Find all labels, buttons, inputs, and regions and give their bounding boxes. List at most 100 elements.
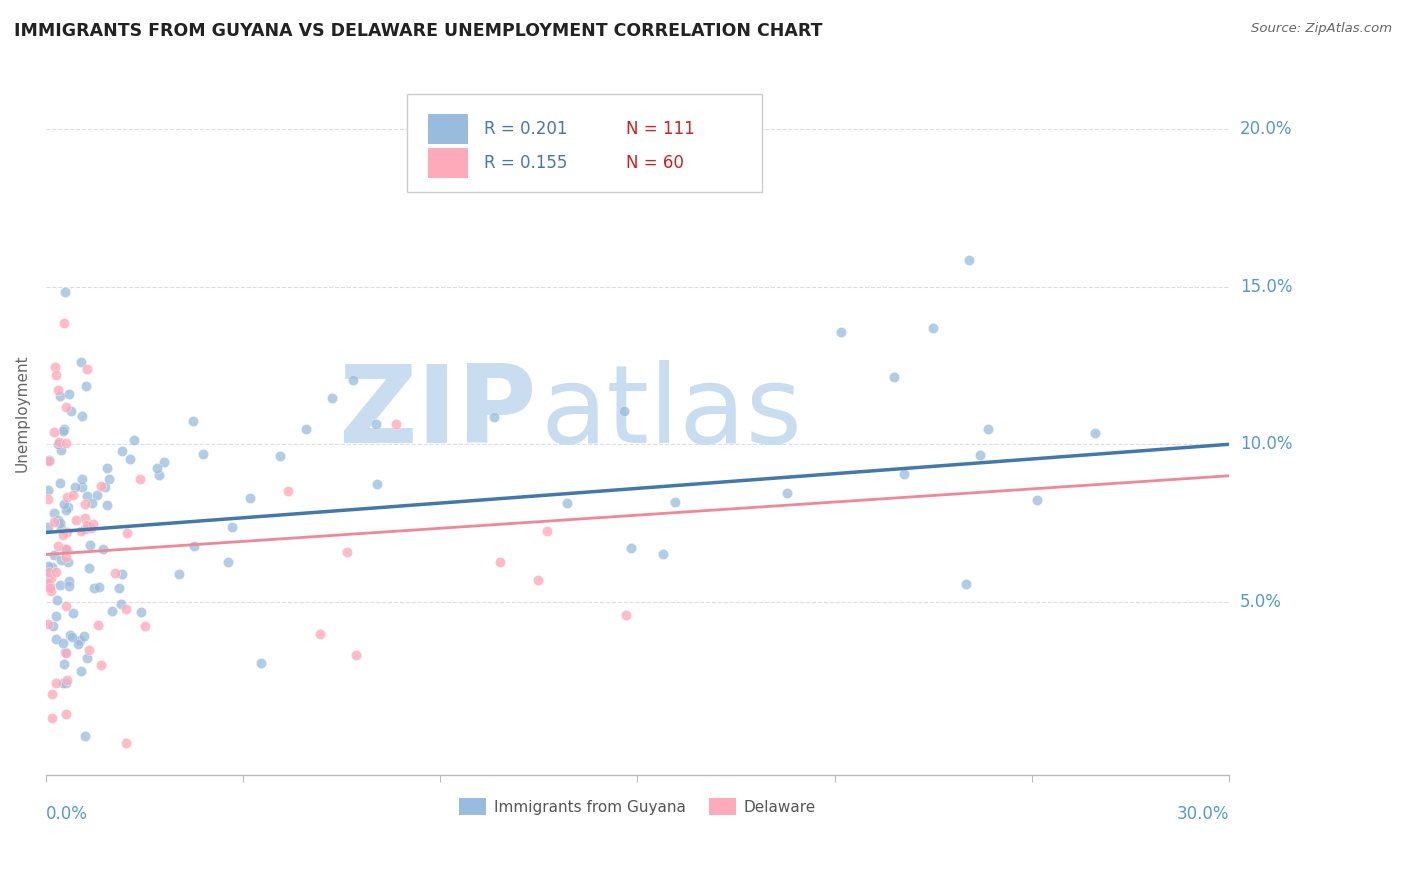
Point	[52, 635, 75, 649]
Text: R = 0.201: R = 0.201	[484, 120, 567, 138]
Point	[53, 285, 76, 299]
Point	[83, 581, 105, 595]
Point	[48, 384, 70, 398]
Point	[776, 485, 799, 500]
Point	[45, 593, 67, 607]
Point	[277, 484, 299, 499]
Point	[129, 605, 152, 619]
Text: 15.0%: 15.0%	[1240, 277, 1292, 296]
Point	[482, 410, 505, 425]
Point	[883, 369, 905, 384]
Point	[87, 581, 110, 595]
Point	[957, 252, 980, 267]
Point	[58, 579, 80, 593]
Text: Source: ZipAtlas.com: Source: ZipAtlas.com	[1251, 22, 1392, 36]
Point	[59, 627, 82, 641]
Point	[148, 467, 170, 482]
Text: N = 111: N = 111	[626, 120, 695, 138]
Point	[38, 566, 60, 580]
Point	[449, 153, 471, 168]
Point	[108, 581, 131, 595]
Point	[652, 548, 675, 562]
Point	[221, 520, 243, 534]
Point	[52, 424, 75, 438]
Point	[37, 566, 59, 581]
Point	[44, 506, 66, 520]
Point	[38, 453, 60, 467]
Point	[1026, 492, 1049, 507]
Point	[77, 642, 100, 657]
Point	[39, 579, 62, 593]
Point	[46, 513, 69, 527]
Point	[55, 503, 77, 517]
Point	[664, 495, 686, 509]
Point	[41, 571, 63, 585]
Point	[55, 646, 77, 660]
Point	[181, 414, 204, 428]
Point	[342, 373, 364, 387]
Point	[73, 522, 96, 536]
Point	[70, 480, 93, 494]
Point	[42, 425, 65, 440]
Point	[63, 480, 86, 494]
Point	[82, 517, 104, 532]
Point	[893, 467, 915, 482]
Text: 20.0%: 20.0%	[1240, 120, 1292, 138]
Point	[49, 475, 72, 490]
Point	[41, 711, 63, 725]
Point	[93, 480, 115, 494]
Point	[49, 442, 72, 457]
Point	[1084, 426, 1107, 441]
Point	[49, 553, 72, 567]
Point	[55, 436, 77, 450]
Point	[53, 541, 76, 556]
Point	[55, 599, 77, 614]
Point	[70, 524, 93, 538]
Point	[55, 549, 77, 564]
Point	[77, 561, 100, 575]
Point	[321, 391, 343, 405]
Point	[65, 513, 87, 527]
Point	[37, 520, 59, 534]
Point	[153, 455, 176, 469]
Point	[62, 488, 84, 502]
Point	[52, 497, 75, 511]
Point	[48, 434, 70, 449]
Point	[96, 498, 118, 512]
Point	[76, 651, 98, 665]
Point	[90, 658, 112, 673]
Point	[124, 433, 146, 447]
Point	[56, 500, 79, 514]
Point	[366, 477, 388, 491]
Point	[60, 630, 83, 644]
Point	[536, 524, 558, 539]
Point	[87, 618, 110, 632]
Point	[45, 565, 67, 579]
Point	[44, 515, 66, 529]
Text: IMMIGRANTS FROM GUYANA VS DELAWARE UNEMPLOYMENT CORRELATION CHART: IMMIGRANTS FROM GUYANA VS DELAWARE UNEMP…	[14, 22, 823, 40]
Text: 10.0%: 10.0%	[1240, 435, 1292, 453]
Point	[555, 495, 578, 509]
Point	[344, 648, 367, 663]
Point	[56, 542, 79, 557]
Point	[191, 447, 214, 461]
Point	[269, 449, 291, 463]
Point	[76, 489, 98, 503]
Point	[41, 560, 63, 574]
Text: 30.0%: 30.0%	[1177, 805, 1229, 823]
Text: atlas: atlas	[540, 359, 803, 466]
Point	[44, 359, 66, 374]
Point	[75, 511, 97, 525]
Text: 5.0%: 5.0%	[1240, 593, 1282, 611]
FancyBboxPatch shape	[427, 113, 468, 145]
Point	[37, 616, 59, 631]
Point	[52, 657, 75, 672]
Point	[295, 422, 318, 436]
Point	[56, 525, 79, 540]
Point	[37, 558, 59, 573]
Point	[489, 556, 512, 570]
Point	[53, 644, 76, 658]
Point	[613, 404, 636, 418]
Point	[183, 539, 205, 553]
Point	[72, 472, 94, 486]
